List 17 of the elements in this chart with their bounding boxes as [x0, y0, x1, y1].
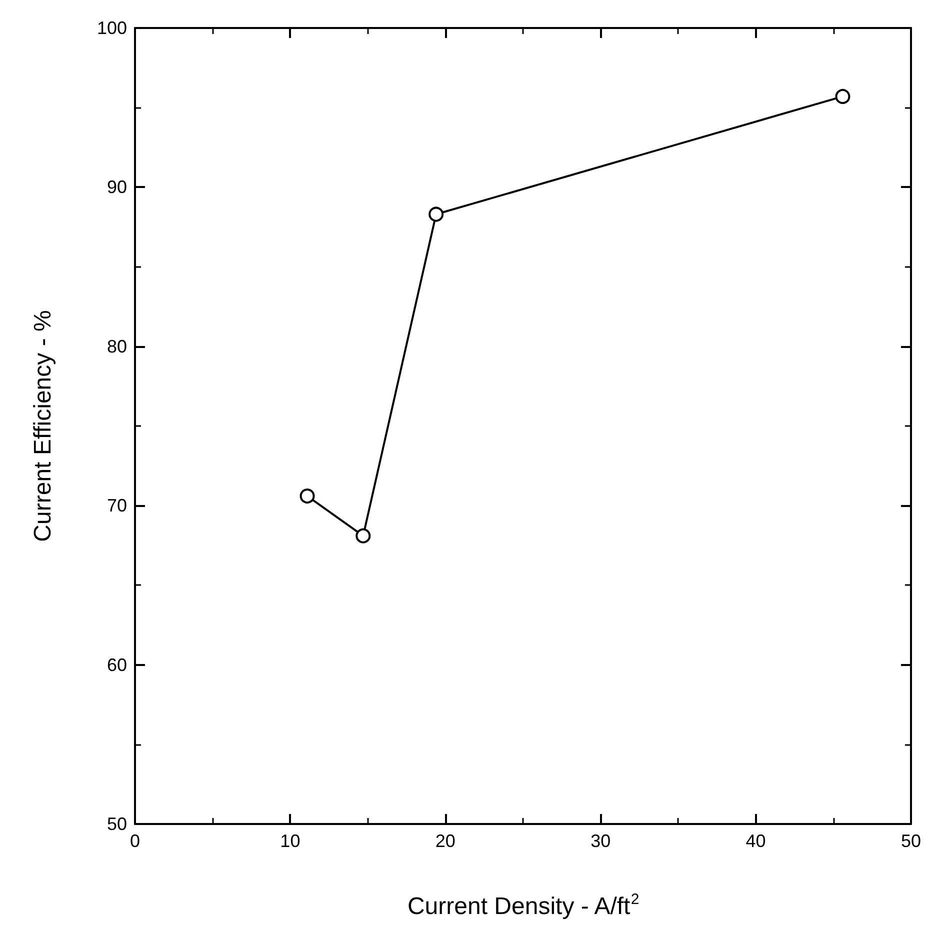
x-tick-label: 40	[746, 831, 766, 851]
y-tick-label: 80	[106, 336, 127, 356]
x-tick-label: 50	[900, 831, 922, 851]
y-tick-label: 60	[106, 654, 127, 675]
y-tick-label: 70	[106, 496, 127, 516]
point	[300, 488, 315, 504]
y-axis-title: Current Efficiency - %	[30, 310, 56, 542]
x-tick-label: 30	[590, 831, 611, 851]
x-tick-label: 20	[435, 831, 456, 851]
y-tick-label: 90	[106, 177, 127, 198]
point	[428, 206, 444, 222]
y-tick-label: 100	[96, 18, 127, 38]
x-tick-label: 0	[130, 831, 140, 851]
point	[835, 88, 850, 104]
x-tick-label: 10	[280, 831, 300, 851]
point	[356, 528, 371, 544]
y-tick-label: 50	[106, 814, 127, 834]
